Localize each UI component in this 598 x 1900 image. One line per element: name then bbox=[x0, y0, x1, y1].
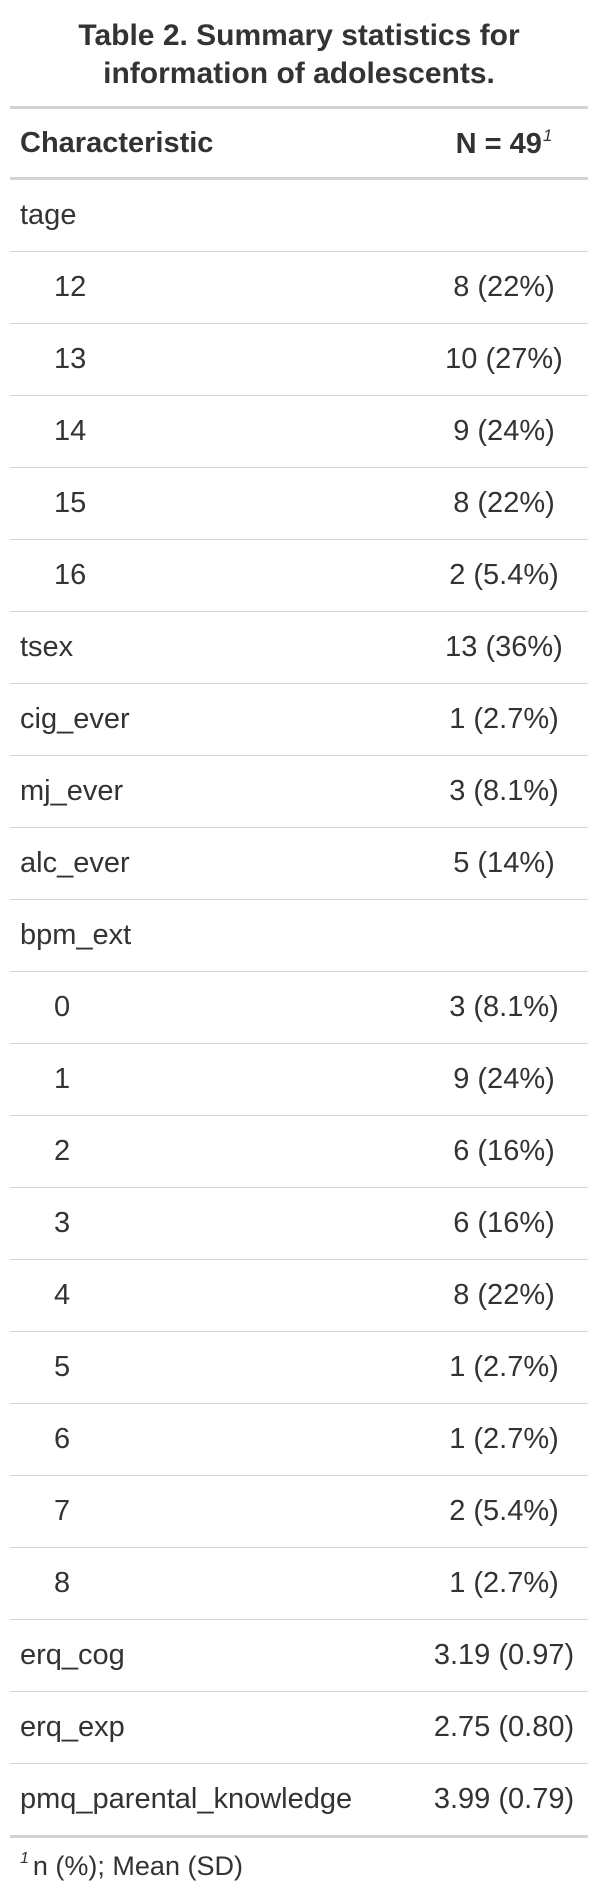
table-caption: Table 2. Summary statistics for informat… bbox=[78, 19, 520, 90]
summary-table: Table 2. Summary statistics for informat… bbox=[10, 0, 588, 1882]
row-label: 4 bbox=[54, 1279, 71, 1311]
row-value: 10 (27%) bbox=[445, 343, 563, 375]
table-row: mj_ever 3 (8.1%) bbox=[10, 756, 588, 828]
row-value: 1 (2.7%) bbox=[449, 1351, 559, 1383]
row-label: 2 bbox=[54, 1135, 71, 1167]
table-row: 5 1 (2.7%) bbox=[10, 1332, 588, 1404]
row-value: 6 (16%) bbox=[453, 1135, 555, 1167]
row-label: erq_exp bbox=[20, 1711, 125, 1743]
table-body: tage 12 8 (22%) 13 10 (27%) 14 9 (24%) 15 8 (22%… bbox=[10, 180, 588, 1838]
row-value: 3 (8.1%) bbox=[449, 991, 559, 1023]
row-label: 12 bbox=[54, 271, 87, 303]
table-row: 7 2 (5.4%) bbox=[10, 1476, 588, 1548]
table-row: erq_exp 2.75 (0.80) bbox=[10, 1692, 588, 1764]
row-label: tsex bbox=[20, 631, 74, 663]
row-label: pmq_parental_knowledge bbox=[20, 1783, 353, 1815]
table-row: alc_ever 5 (14%) bbox=[10, 828, 588, 900]
row-label: 5 bbox=[54, 1351, 71, 1383]
footnote-text: n (%); Mean (SD) bbox=[32, 1851, 243, 1881]
row-value: 8 (22%) bbox=[453, 271, 555, 303]
row-value: 9 (24%) bbox=[453, 415, 555, 447]
table-row: 0 3 (8.1%) bbox=[10, 972, 588, 1044]
row-label: alc_ever bbox=[20, 847, 130, 879]
table-header-row: Characteristic N = 491 bbox=[10, 109, 588, 180]
table-row: pmq_parental_knowledge 3.99 (0.79) bbox=[10, 1764, 588, 1838]
row-value: 2 (5.4%) bbox=[449, 559, 559, 591]
row-label: cig_ever bbox=[20, 703, 130, 735]
row-value: 3.19 (0.97) bbox=[433, 1639, 575, 1671]
row-value: 6 (16%) bbox=[453, 1207, 555, 1239]
row-label: tage bbox=[20, 199, 77, 231]
table-row: cig_ever 1 (2.7%) bbox=[10, 684, 588, 756]
table-row: bpm_ext bbox=[10, 900, 588, 972]
header-n-footnote-mark: 1 bbox=[542, 125, 553, 145]
table-row: 15 8 (22%) bbox=[10, 468, 588, 540]
row-value: 1 (2.7%) bbox=[449, 1567, 559, 1599]
table-row: 4 8 (22%) bbox=[10, 1260, 588, 1332]
row-label: 1 bbox=[54, 1063, 71, 1095]
table-row: tsex 13 (36%) bbox=[10, 612, 588, 684]
row-label: erq_cog bbox=[20, 1639, 125, 1671]
header-n: N = 491 bbox=[420, 126, 588, 161]
footnote-mark: 1 bbox=[20, 1850, 29, 1867]
row-value: 8 (22%) bbox=[453, 1279, 555, 1311]
row-label: 16 bbox=[54, 559, 87, 591]
row-value: 5 (14%) bbox=[453, 847, 555, 879]
row-label: 8 bbox=[54, 1567, 71, 1599]
row-value: 3 (8.1%) bbox=[449, 775, 559, 807]
row-value: 2.75 (0.80) bbox=[433, 1711, 575, 1743]
row-value: 13 (36%) bbox=[445, 631, 563, 663]
row-value: 8 (22%) bbox=[453, 487, 555, 519]
row-value: 2 (5.4%) bbox=[449, 1495, 559, 1527]
table-row: tage bbox=[10, 180, 588, 252]
table-row: 2 6 (16%) bbox=[10, 1116, 588, 1188]
table-row: 6 1 (2.7%) bbox=[10, 1404, 588, 1476]
row-label: 15 bbox=[54, 487, 87, 519]
table-row: erq_cog 3.19 (0.97) bbox=[10, 1620, 588, 1692]
row-label: mj_ever bbox=[20, 775, 124, 807]
table-row: 14 9 (24%) bbox=[10, 396, 588, 468]
table-row: 8 1 (2.7%) bbox=[10, 1548, 588, 1620]
table-row: 12 8 (22%) bbox=[10, 252, 588, 324]
row-label: 0 bbox=[54, 991, 71, 1023]
row-label: 7 bbox=[54, 1495, 71, 1527]
row-value: 1 (2.7%) bbox=[449, 703, 559, 735]
row-value: 3.99 (0.79) bbox=[433, 1783, 575, 1815]
row-label: bpm_ext bbox=[20, 919, 132, 951]
row-value: 9 (24%) bbox=[453, 1063, 555, 1095]
row-value: 1 (2.7%) bbox=[449, 1423, 559, 1455]
table-row: 3 6 (16%) bbox=[10, 1188, 588, 1260]
header-n-label: N = 49 bbox=[455, 127, 542, 160]
row-label: 3 bbox=[54, 1207, 71, 1239]
row-label: 14 bbox=[54, 415, 87, 447]
table-row: 1 9 (24%) bbox=[10, 1044, 588, 1116]
table-row: 16 2 (5.4%) bbox=[10, 540, 588, 612]
table-row: 13 10 (27%) bbox=[10, 324, 588, 396]
row-label: 6 bbox=[54, 1423, 71, 1455]
top-rule bbox=[10, 106, 588, 109]
row-label: 13 bbox=[54, 343, 87, 375]
header-characteristic: Characteristic bbox=[20, 126, 214, 159]
